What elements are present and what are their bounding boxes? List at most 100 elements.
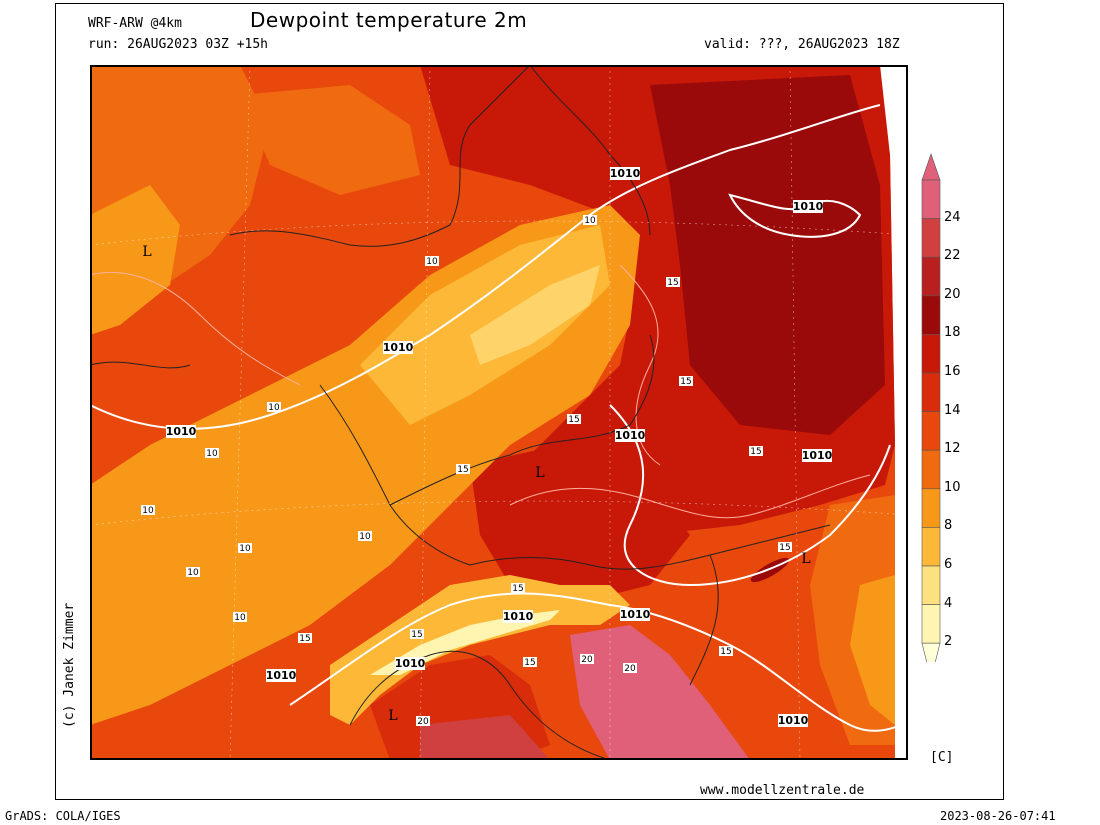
contour-label-box [456, 464, 470, 474]
contour-label: 20 [581, 655, 593, 665]
page-title: Dewpoint temperature 2m [250, 8, 528, 32]
contour-label-box [666, 277, 680, 287]
isobar-label: 1010 [266, 669, 297, 682]
contour-label-box [623, 663, 637, 673]
dewpoint-east-dry [850, 575, 895, 725]
map-border [90, 65, 908, 760]
contour-label-box [298, 633, 312, 643]
legend-tick-label: 18 [944, 325, 961, 341]
isobar-label-box [395, 657, 425, 670]
contour-label-box [778, 542, 792, 552]
legend-tick-label: 16 [944, 364, 961, 379]
dewpoint-4-6-patch [470, 265, 600, 365]
contour-label: 10 [206, 449, 218, 459]
low-pressure-marker: L [388, 708, 397, 724]
contour-label: 10 [426, 257, 438, 267]
legend-band [921, 411, 941, 451]
contour-label: 15 [512, 584, 523, 594]
legend-arrow-top [921, 153, 941, 181]
legend-tick-label: 24 [944, 209, 961, 225]
low-pressure-marker: L [535, 465, 544, 481]
legend-tick-label: 10 [944, 479, 961, 495]
timestamp-label: 2023-08-26-07:41 [940, 809, 1056, 823]
tyrrhenian-region [420, 715, 550, 760]
contour-label: 10 [234, 613, 246, 623]
dewpoint-uk-region [90, 185, 180, 335]
isobar-label-box [166, 425, 196, 438]
contour-label: 10 [187, 568, 199, 578]
credit-label: (c) Janek Zimmer [62, 602, 77, 728]
isobar-label: 1010 [395, 657, 426, 670]
isobar-label-box [615, 429, 645, 442]
contour-label: 15 [750, 447, 761, 457]
contour-label-box [141, 505, 155, 515]
contour-label-box [186, 567, 200, 577]
plot-frame [55, 3, 1004, 800]
legend-tick-label: 22 [944, 248, 961, 264]
isobar-1010-baltic [728, 193, 862, 238]
legend-band [921, 218, 941, 258]
contour-label: 15 [680, 377, 691, 387]
contour-label: 20 [624, 664, 636, 674]
isobar-label-box [503, 610, 533, 623]
graticule [90, 65, 908, 760]
legend-band [921, 295, 941, 335]
isobar-1010-north [90, 104, 881, 430]
contour-label: 10 [142, 506, 154, 516]
contour-label: 10 [359, 532, 371, 542]
contour-label: 15 [779, 543, 790, 553]
adriatic-region [570, 625, 750, 760]
coastline-denmark [529, 65, 651, 236]
contour-label-box [267, 402, 281, 412]
contour-label: 10 [239, 544, 251, 554]
run-label: run: 26AUG2023 03Z +15h [88, 37, 269, 52]
isobar-label-box [383, 341, 413, 354]
contour-label-box [583, 215, 597, 225]
color-legend [921, 153, 941, 662]
isobar-label-box [793, 200, 823, 213]
country-borders-central [319, 334, 655, 566]
legend-band [921, 372, 941, 412]
low-pressure-marker: L [142, 244, 151, 260]
valid-label: valid: ???, 26AUG2023 18Z [704, 37, 900, 52]
dewpoint-north-sea-region [240, 85, 420, 195]
unit-label: [C] [930, 750, 954, 765]
isobar-label-box [802, 449, 832, 462]
isobar-label: 1010 [778, 714, 809, 727]
legend-band [921, 256, 941, 297]
legend-band [921, 488, 941, 528]
legend-tick-label: 6 [944, 557, 953, 572]
legend-band [921, 334, 941, 374]
isobar-label: 1010 [383, 341, 414, 354]
legend-tick-label: 12 [944, 441, 961, 457]
dewpoint-central-region [470, 445, 690, 605]
dewpoint-16-18-region [650, 75, 885, 435]
legend-band [921, 449, 941, 490]
software-label: GrADS: COLA/IGES [5, 809, 121, 823]
contour-label-box [233, 612, 247, 622]
isobar-label: 1010 [166, 425, 197, 438]
coastline-italy [349, 650, 611, 760]
country-borders-south [469, 524, 831, 686]
isobar-label: 1010 [503, 610, 534, 623]
legend-band [921, 604, 941, 644]
isobar-1010-central [609, 404, 891, 587]
contour-label: 15 [411, 630, 422, 640]
contour-label: 15 [667, 278, 678, 288]
model-label: WRF-ARW @4km [88, 16, 182, 31]
contour-label-box [238, 543, 252, 553]
legend-tick-label: 8 [944, 518, 953, 534]
contour-label-box [580, 654, 594, 664]
contour-label-box [749, 446, 763, 456]
contour-label: 15 [524, 658, 535, 668]
contour-label-box [679, 376, 693, 386]
isobar-label: 1010 [615, 429, 646, 442]
legend-arrow-bottom [921, 642, 941, 662]
contour-label: 15 [457, 465, 468, 475]
legend-band [921, 527, 941, 567]
contour-label-box [205, 448, 219, 458]
isobar-label-box [620, 608, 650, 621]
legend-tick-label: 14 [944, 402, 961, 418]
contour-label-box [523, 657, 537, 667]
